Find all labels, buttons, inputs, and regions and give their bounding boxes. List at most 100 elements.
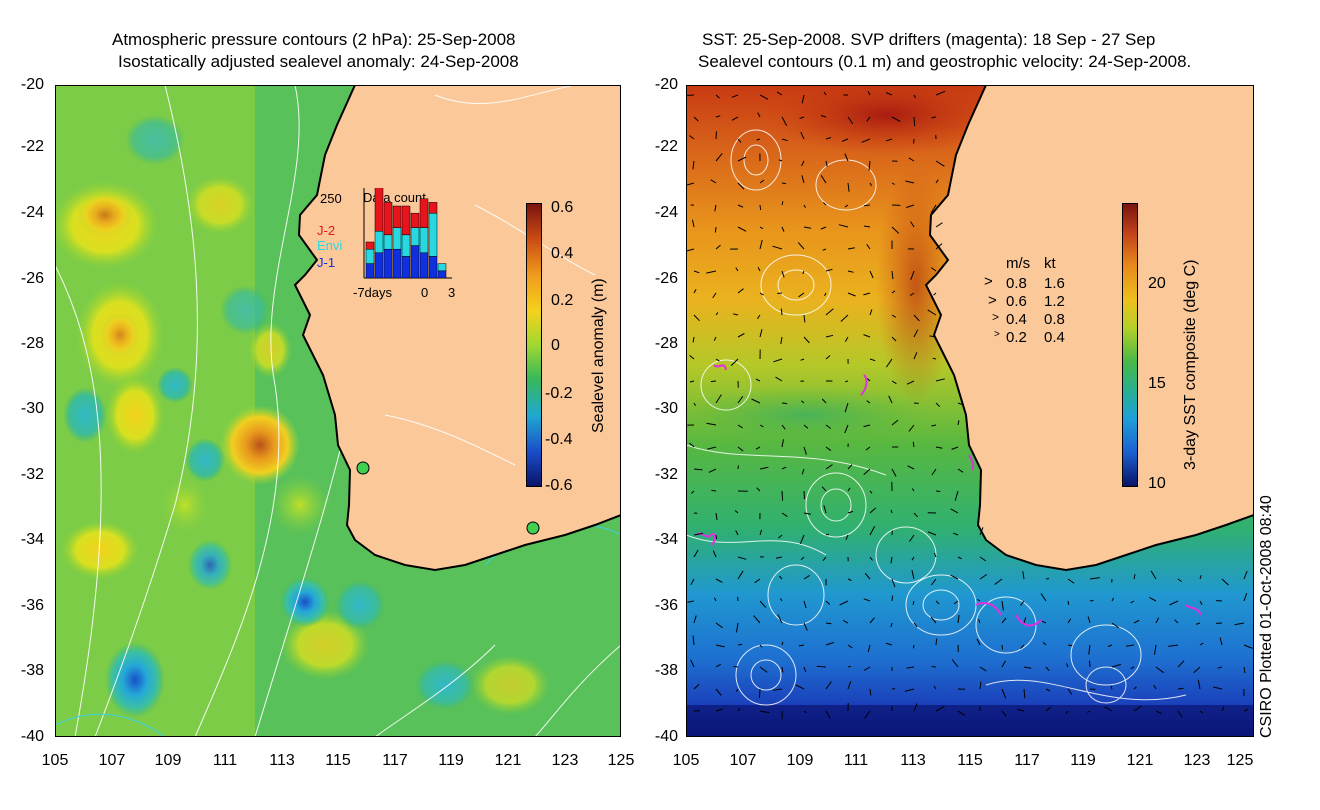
velocity-arrow	[840, 314, 849, 322]
velocity-arrow	[825, 446, 832, 452]
velocity-arrow	[912, 644, 915, 649]
right-x-tick: 123	[1183, 752, 1211, 769]
velocity-arrow	[930, 616, 937, 624]
velocity-arrow	[690, 490, 695, 494]
velocity-arrow	[913, 116, 916, 127]
right-map[interactable]: m/s kt > 0.8 1.6 > 0.6 1.2 > 0.4 0.8 > 0…	[686, 85, 1254, 737]
velocity-arrow	[715, 394, 722, 404]
left-y-tick: -20	[20, 76, 44, 93]
velocity-arrow	[1177, 687, 1184, 690]
velocity-arrow	[957, 420, 960, 426]
velocity-arrow	[908, 157, 915, 162]
velocity-arrow	[1177, 710, 1183, 718]
left-y-tick: -22	[20, 138, 44, 155]
left-y-tick: -34	[20, 531, 44, 548]
velocity-arrow	[693, 289, 697, 294]
velocity-arrow	[931, 116, 937, 119]
velocity-arrow	[800, 358, 805, 361]
velocity-arrow	[825, 308, 834, 316]
velocity-arrow	[911, 569, 915, 580]
velocity-arrow	[1045, 706, 1052, 712]
velocity-arrow	[953, 532, 959, 536]
velocity-arrow	[1125, 644, 1135, 647]
velocity-arrow	[864, 710, 871, 719]
velocity-arrow	[715, 534, 718, 540]
velocity-arrow	[773, 358, 783, 363]
velocity-arrow	[803, 204, 806, 208]
velocity-arrow	[759, 644, 763, 648]
velocity-arrow	[692, 219, 695, 228]
velocity-arrow	[1087, 710, 1091, 713]
velocity-arrow	[1133, 705, 1142, 712]
velocity-arrow	[801, 175, 805, 184]
velocity-legend-header-ms: m/s	[1006, 255, 1031, 272]
velocity-arrow	[1213, 686, 1223, 690]
velocity-arrow	[693, 549, 699, 558]
velocity-arrow	[825, 710, 831, 719]
velocity-arrow	[909, 292, 915, 297]
velocity-arrow	[777, 292, 783, 294]
velocity-arrow	[1088, 644, 1091, 655]
velocity-arrow	[911, 488, 915, 492]
left-map[interactable]: 250 Data count J-2 Envi J-1 -7days 0 3 0…	[55, 85, 621, 737]
velocity-arrow	[866, 116, 871, 122]
velocity-legend-kt: 1.6	[1044, 275, 1065, 292]
velocity-arrow	[689, 442, 695, 448]
velocity-arrow	[904, 688, 915, 692]
velocity-arrow	[1066, 663, 1069, 668]
velocity-arrow	[781, 270, 785, 278]
velocity-arrow	[913, 94, 916, 99]
velocity-arrow	[847, 510, 854, 514]
left-y-tick: -30	[20, 400, 44, 417]
velocity-arrow	[1001, 660, 1006, 668]
right-x-tick: 115	[957, 752, 983, 769]
velocity-arrow	[935, 378, 945, 382]
velocity-arrow	[1067, 600, 1070, 606]
velocity-arrow	[913, 512, 918, 518]
velocity-arrow	[755, 446, 761, 450]
right-y-tick: -32	[654, 466, 678, 483]
velocity-arrow	[714, 204, 717, 212]
velocity-arrow	[909, 534, 915, 542]
velocity-legend-kt: 1.2	[1044, 293, 1065, 310]
velocity-arrow	[950, 508, 959, 514]
inset-bar-j2	[374, 188, 384, 232]
velocity-arrow	[891, 336, 897, 342]
velocity-arrow	[737, 556, 747, 560]
velocity-arrow	[776, 91, 783, 96]
velocity-arrow	[759, 666, 768, 673]
velocity-arrow	[1155, 666, 1164, 674]
velocity-arrow	[775, 376, 783, 382]
velocity-arrow	[979, 556, 987, 562]
velocity-arrow	[801, 160, 805, 167]
velocity-arrow	[759, 239, 763, 250]
left-x-tick: 115	[325, 752, 351, 769]
velocity-arrow	[1195, 622, 1201, 625]
inset-bar-envi	[401, 234, 411, 257]
velocity-arrow	[711, 489, 717, 492]
velocity-arrow	[712, 550, 717, 558]
velocity-arrow	[864, 204, 871, 207]
velocity-arrow	[736, 622, 739, 633]
velocity-arrow	[759, 424, 764, 428]
left-y-tick: -40	[20, 728, 44, 745]
inset-bar-envi	[392, 227, 402, 250]
velocity-arrow	[799, 116, 805, 119]
velocity-arrow	[690, 659, 695, 668]
velocity-arrow	[756, 487, 761, 492]
velocity-arrow	[801, 468, 805, 475]
velocity-arrow	[864, 225, 871, 228]
velocity-arrow	[800, 556, 805, 561]
velocity-arrow	[869, 182, 873, 187]
velocity-arrow	[1041, 620, 1047, 624]
velocity-arrow	[844, 402, 849, 413]
velocity-arrow	[957, 402, 963, 406]
velocity-arrow	[1020, 644, 1025, 649]
left-title-line2: Isostatically adjusted sealevel anomaly:…	[118, 52, 519, 71]
velocity-arrow	[781, 116, 788, 126]
velocity-arrow	[781, 402, 788, 405]
velocity-arrow	[781, 138, 788, 142]
velocity-arrow	[927, 531, 937, 536]
velocity-arrow	[913, 703, 918, 712]
right-x-tick: 113	[900, 752, 926, 769]
